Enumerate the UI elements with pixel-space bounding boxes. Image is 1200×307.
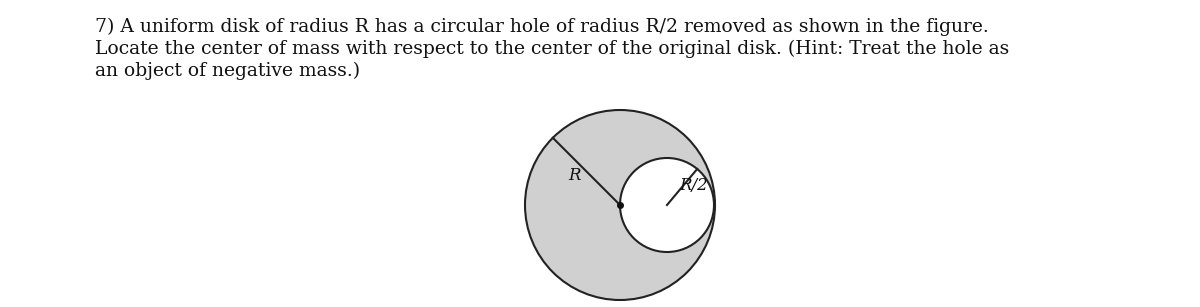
Text: R/2: R/2 [679,177,708,194]
Text: 7) A uniform disk of radius R has a circular hole of radius R/2 removed as shown: 7) A uniform disk of radius R has a circ… [95,18,989,36]
Text: an object of negative mass.): an object of negative mass.) [95,62,360,80]
Circle shape [526,110,715,300]
Text: R: R [568,167,581,184]
Circle shape [620,158,714,252]
Text: Locate the center of mass with respect to the center of the original disk. (Hint: Locate the center of mass with respect t… [95,40,1009,58]
